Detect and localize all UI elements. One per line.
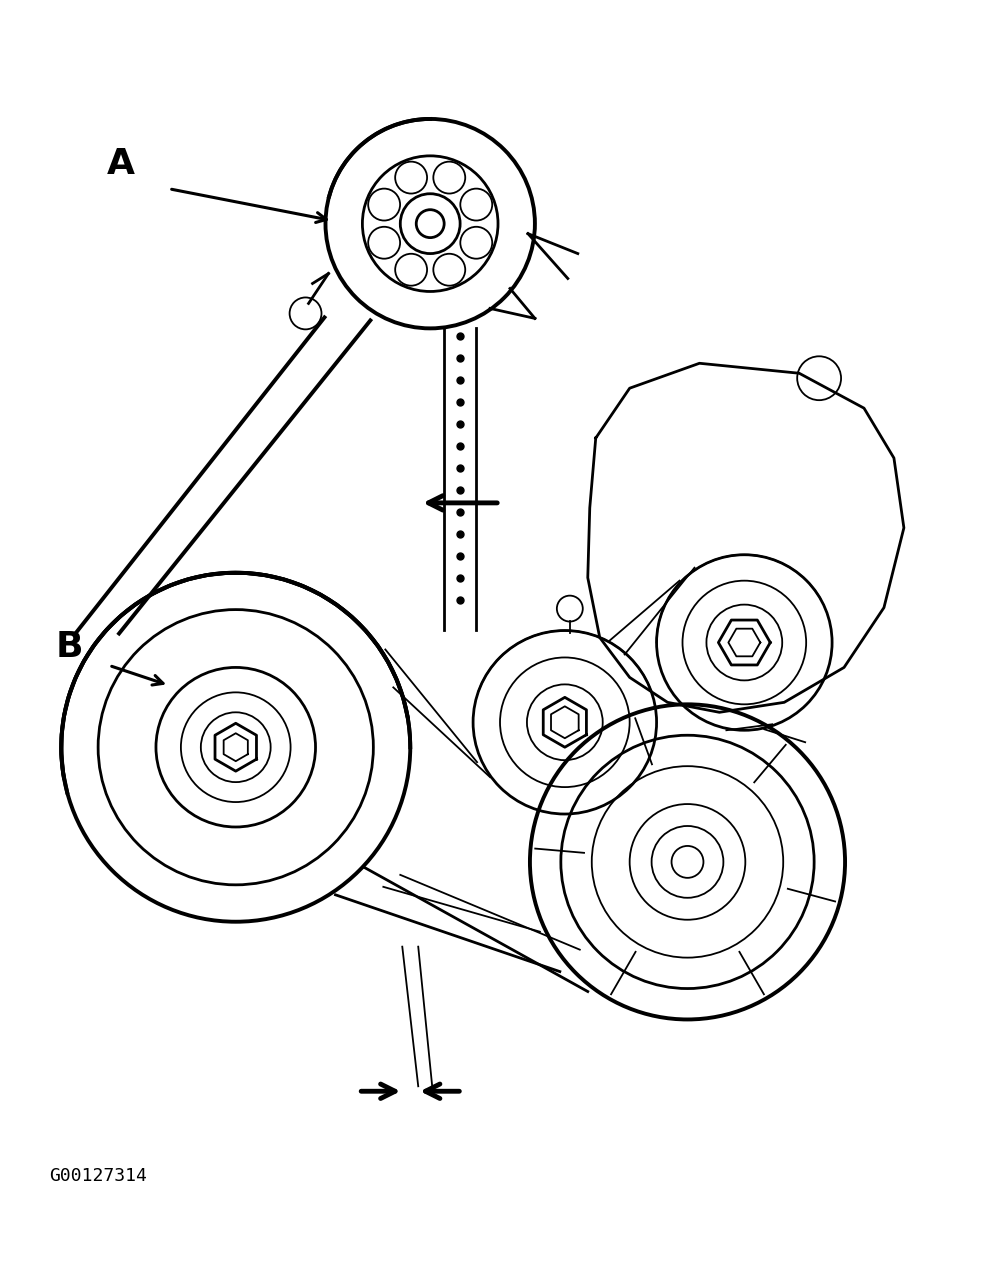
- Text: A: A: [107, 146, 135, 181]
- Text: B: B: [55, 631, 83, 664]
- Text: G00127314: G00127314: [49, 1167, 147, 1185]
